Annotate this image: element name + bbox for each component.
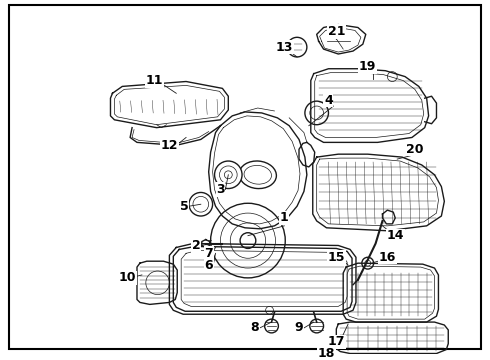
Text: 20: 20 [406, 143, 424, 156]
Text: 10: 10 [119, 271, 136, 284]
Circle shape [215, 161, 242, 189]
Circle shape [310, 106, 323, 120]
Circle shape [310, 319, 323, 333]
Circle shape [146, 271, 170, 294]
Text: 9: 9 [294, 321, 303, 334]
Text: 15: 15 [328, 251, 345, 264]
Text: 8: 8 [250, 321, 259, 334]
Text: 21: 21 [328, 25, 345, 38]
Text: 7: 7 [204, 247, 213, 260]
Text: 3: 3 [216, 183, 225, 196]
Text: 5: 5 [180, 200, 189, 213]
Circle shape [220, 166, 237, 184]
Circle shape [305, 101, 328, 125]
Circle shape [266, 306, 273, 314]
Circle shape [240, 233, 256, 248]
Text: 18: 18 [318, 347, 335, 360]
Text: 14: 14 [387, 229, 404, 242]
Circle shape [189, 193, 213, 216]
Circle shape [265, 319, 278, 333]
Text: 16: 16 [379, 251, 396, 264]
Text: 19: 19 [359, 60, 376, 73]
Circle shape [220, 213, 275, 268]
Ellipse shape [239, 161, 276, 189]
Circle shape [365, 260, 371, 266]
Text: 17: 17 [328, 335, 345, 348]
Circle shape [193, 197, 209, 212]
Text: 12: 12 [161, 139, 178, 152]
Text: 4: 4 [324, 94, 333, 107]
Text: 11: 11 [146, 74, 163, 87]
Text: 6: 6 [204, 258, 213, 272]
Circle shape [388, 72, 397, 81]
Circle shape [362, 257, 374, 269]
Ellipse shape [244, 165, 271, 184]
Circle shape [287, 37, 307, 57]
Circle shape [224, 171, 232, 179]
Text: 1: 1 [280, 211, 289, 225]
Circle shape [230, 223, 266, 258]
Circle shape [211, 203, 285, 278]
Text: 2: 2 [192, 239, 200, 252]
Text: 13: 13 [275, 41, 293, 54]
